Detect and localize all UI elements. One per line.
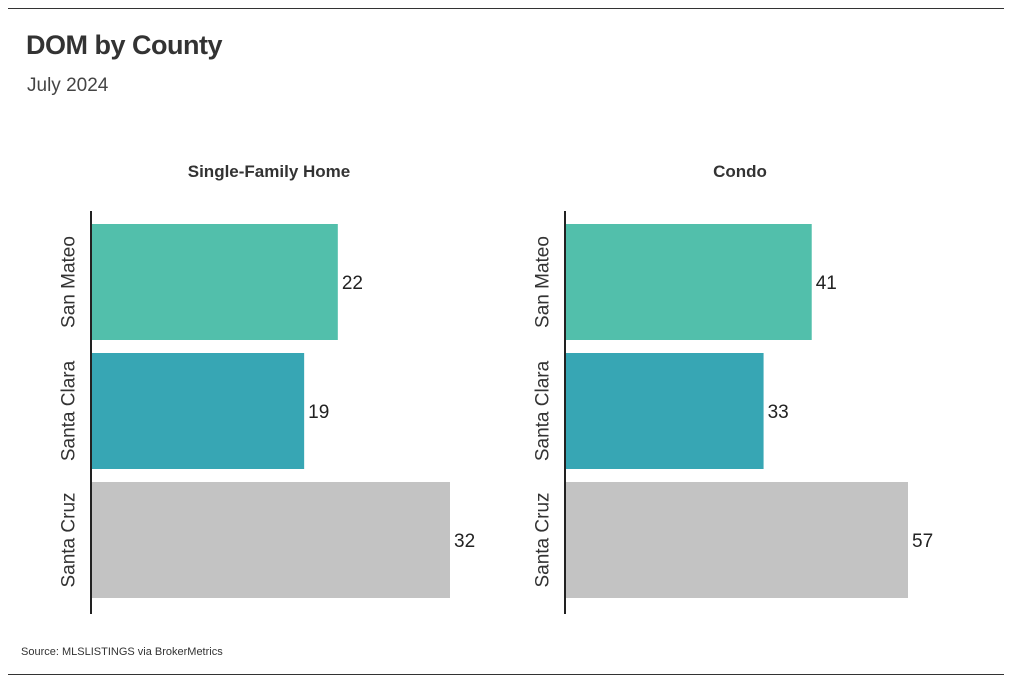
bottom-rule: [8, 674, 1004, 675]
source-note: Source: MLSLISTINGS via BrokerMetrics: [21, 646, 223, 658]
single-family-data-label: 32: [454, 531, 475, 552]
chart-subtitle: July 2024: [27, 75, 109, 96]
condo-data-label: 57: [912, 531, 933, 552]
single-family-bar: [91, 482, 450, 598]
condo-category-label: Santa Clara: [533, 360, 554, 461]
condo-panel-title: Condo: [713, 162, 767, 181]
single-family-data-label: 22: [342, 273, 363, 294]
chart-title: DOM by County: [26, 30, 223, 60]
top-rule: [8, 8, 1004, 9]
condo-category-label: San Mateo: [533, 236, 554, 328]
condo-category-label: Santa Cruz: [533, 492, 554, 587]
condo-data-label: 41: [816, 273, 837, 294]
condo-bar: [565, 482, 908, 598]
single-family-data-label: 19: [308, 402, 329, 423]
single-family-bar: [91, 224, 338, 340]
single-family-category-label: Santa Cruz: [59, 492, 80, 587]
single-family-category-label: Santa Clara: [59, 360, 80, 461]
condo-bar: [565, 353, 764, 469]
single-family-category-label: San Mateo: [59, 236, 80, 328]
single-family-panel-title: Single-Family Home: [188, 162, 350, 181]
single-family-bar: [91, 353, 305, 469]
condo-bar: [565, 224, 812, 340]
condo-data-label: 33: [768, 402, 789, 423]
